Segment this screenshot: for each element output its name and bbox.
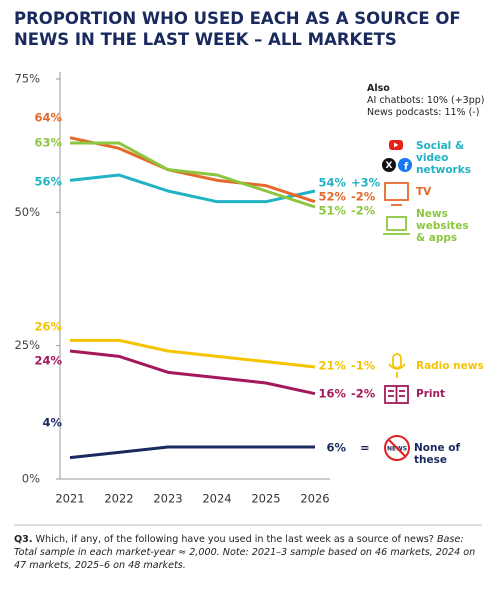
- also-box: Also AI chatbots: 10% (+3pp) News podcas…: [367, 83, 484, 119]
- series-line: [69, 445, 315, 460]
- end-label: 54%: [318, 176, 346, 190]
- none-icon: NEWS: [384, 435, 410, 461]
- start-label: 26%: [34, 320, 62, 334]
- y-tick-label: 50%: [14, 205, 40, 219]
- footnote: Q3. Which, if any, of the following have…: [14, 533, 479, 572]
- also-heading: Also: [367, 83, 390, 94]
- series-line: [69, 136, 316, 204]
- legend-label: Social & video networks: [416, 140, 471, 176]
- footnote-label: Q3.: [14, 534, 33, 545]
- change-label: -2%: [351, 190, 376, 204]
- change-label: -2%: [351, 204, 376, 218]
- change-label: =: [360, 441, 370, 455]
- series-line: [69, 173, 316, 204]
- y-tick-label: 0%: [22, 472, 40, 486]
- end-label: 16%: [318, 387, 346, 401]
- legend-label: TV: [416, 186, 432, 198]
- laptop-icon: [383, 216, 410, 235]
- x-tick-label: 2024: [202, 492, 231, 506]
- chart-title: PROPORTION WHO USED EACH AS A SOURCE OF …: [14, 9, 461, 49]
- change-label: -1%: [351, 359, 376, 373]
- change-label: -2%: [351, 387, 376, 401]
- series-line: [70, 141, 316, 209]
- legend-label: Radio news: [416, 360, 484, 372]
- x-tick-label: 2025: [251, 492, 280, 506]
- x-tick-label: 2022: [104, 492, 133, 506]
- also-line: News podcasts: 11% (-): [367, 107, 480, 118]
- legend-label: Print: [416, 388, 445, 400]
- start-label: 56%: [34, 175, 62, 189]
- series-line: [70, 338, 316, 369]
- svg-text:X: X: [386, 161, 393, 171]
- x-tick-label: 2023: [153, 492, 182, 506]
- start-label: 64%: [34, 111, 62, 125]
- x-tick-label: 2021: [55, 492, 84, 506]
- start-label: 4%: [42, 416, 62, 430]
- print-icon: [384, 385, 409, 404]
- legend-label: None of these: [414, 442, 461, 466]
- footnote-note: Base: Total sample in each market-year ≈…: [14, 534, 476, 571]
- legend-label: News websites & apps: [416, 208, 469, 244]
- end-label: 51%: [318, 204, 346, 218]
- start-label: 24%: [34, 354, 62, 368]
- end-label: 52%: [318, 190, 346, 204]
- end-label: 21%: [318, 359, 346, 373]
- end-label: 6%: [326, 441, 346, 455]
- change-label: +3%: [351, 176, 381, 190]
- social-icons: X f: [382, 140, 412, 173]
- tv-icon: [384, 182, 409, 206]
- radio-icon: [388, 353, 406, 378]
- svg-text:f: f: [404, 162, 409, 173]
- footnote-question: Which, if any, of the following have you…: [35, 534, 434, 545]
- also-line: AI chatbots: 10% (+3pp): [367, 95, 485, 106]
- start-label: 63%: [34, 136, 62, 150]
- y-tick-label: 75%: [14, 72, 40, 86]
- x-tick-label: 2026: [300, 492, 329, 506]
- series-line: [69, 349, 316, 396]
- y-tick-label: 25%: [14, 338, 40, 352]
